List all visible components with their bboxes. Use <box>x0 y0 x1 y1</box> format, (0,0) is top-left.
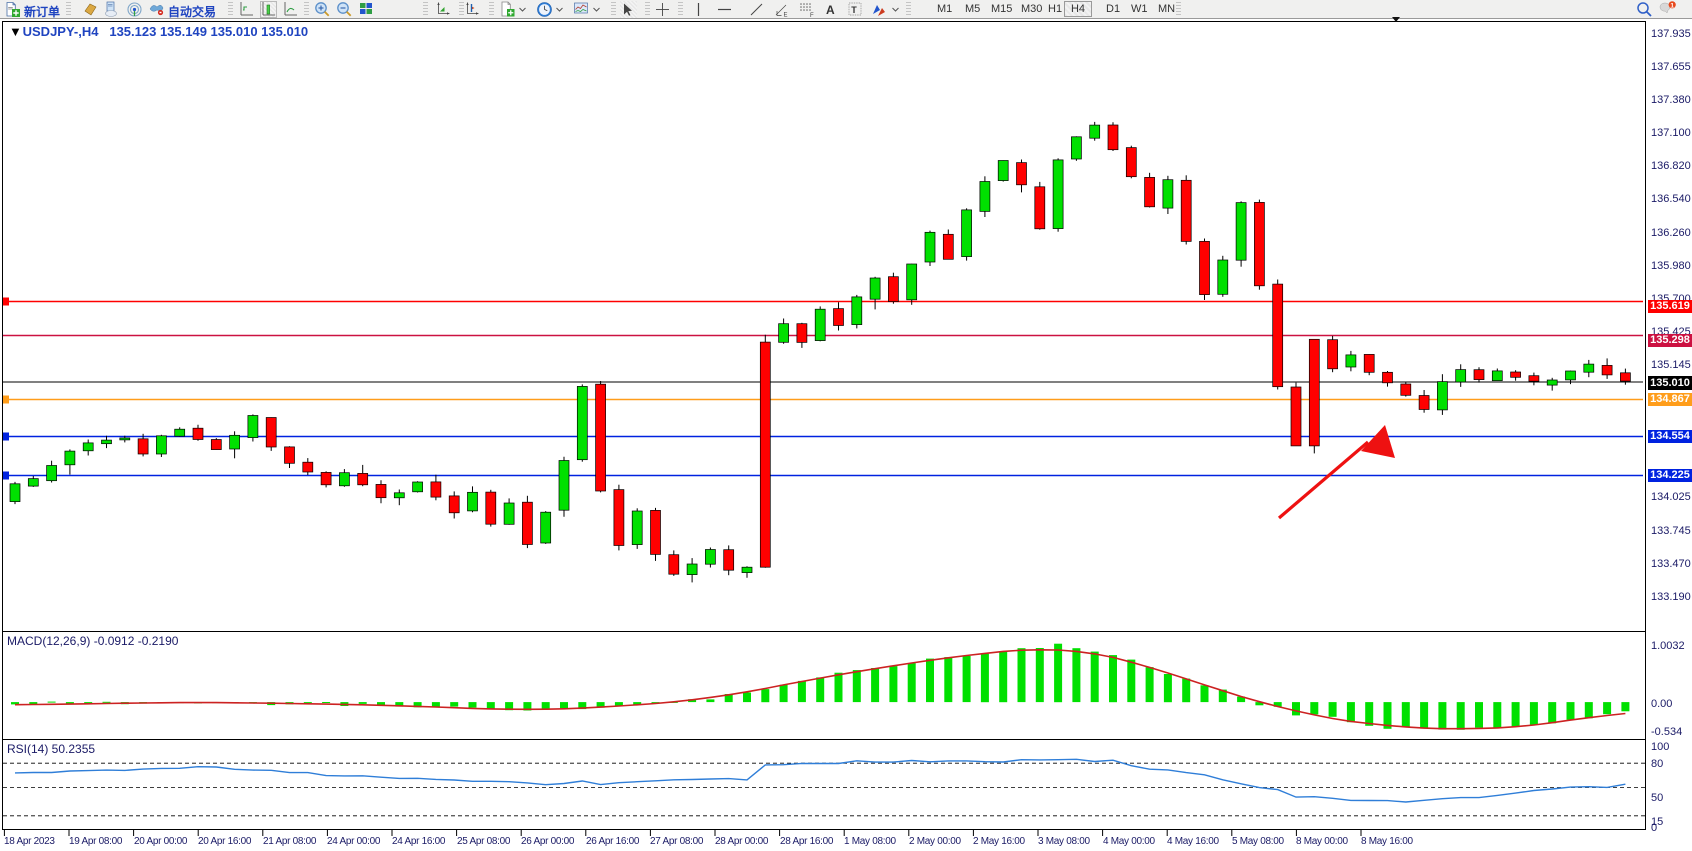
svg-text:F: F <box>810 13 814 18</box>
svg-text:T: T <box>851 5 857 15</box>
svg-text:E: E <box>784 13 788 19</box>
svg-text:1: 1 <box>1670 3 1674 10</box>
svg-text:A: A <box>826 3 835 17</box>
